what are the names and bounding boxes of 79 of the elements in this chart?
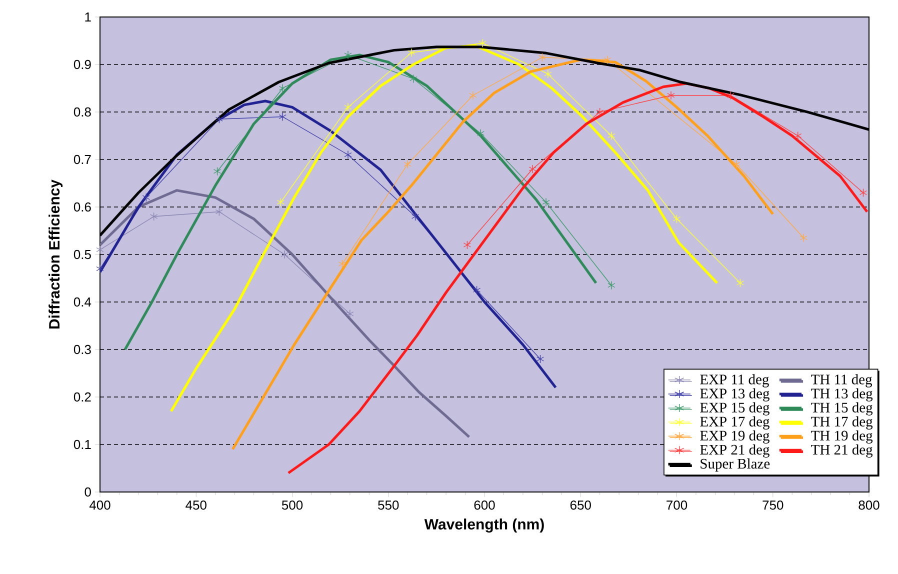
point <box>278 112 286 122</box>
point <box>280 250 288 259</box>
legend-label: TH 13 deg <box>811 388 873 402</box>
x-tick-label: 800 <box>858 500 880 510</box>
point <box>536 354 544 364</box>
y-tick-label: 0.8 <box>74 107 91 117</box>
point <box>473 286 481 294</box>
x-tick-label: 700 <box>666 500 688 510</box>
point <box>672 214 681 224</box>
point <box>463 240 472 250</box>
point <box>800 234 808 242</box>
y-tick-label: 0 <box>84 487 91 497</box>
point <box>604 55 612 64</box>
point <box>213 167 222 176</box>
point <box>215 207 224 216</box>
legend-label: EXP 15 deg <box>700 402 770 416</box>
legend-label: EXP 13 deg <box>700 388 770 402</box>
point <box>338 260 346 268</box>
point <box>150 212 158 221</box>
point <box>96 264 104 274</box>
x-tick-label: 650 <box>570 500 591 510</box>
point <box>469 91 477 100</box>
point <box>667 91 675 100</box>
point <box>476 129 484 138</box>
legend-label: EXP 21 deg <box>700 444 770 458</box>
point <box>538 53 546 62</box>
point <box>96 245 104 254</box>
point <box>411 212 420 221</box>
legend-label: TH 11 deg <box>811 374 872 388</box>
point <box>732 160 740 169</box>
point <box>404 160 412 169</box>
point <box>794 131 802 140</box>
legend-label: EXP 17 deg <box>700 416 770 430</box>
x-tick-label: 750 <box>762 500 784 510</box>
y-tick-label: 0.1 <box>74 440 91 450</box>
point <box>736 278 744 288</box>
point <box>608 281 616 290</box>
point <box>544 70 552 78</box>
point <box>726 91 734 100</box>
legend-label: EXP 11 deg <box>700 374 769 388</box>
point <box>410 74 418 84</box>
legend-label: TH 19 deg <box>811 430 873 444</box>
point <box>344 150 352 160</box>
x-tick-label: 500 <box>282 500 303 510</box>
point <box>215 114 224 124</box>
point <box>142 193 150 202</box>
y-tick-label: 0.3 <box>74 344 91 354</box>
y-tick-label: 0.5 <box>74 250 91 260</box>
x-tick-label: 400 <box>89 500 110 510</box>
y-tick-label: 1 <box>85 12 91 22</box>
point <box>859 188 868 198</box>
x-tick-label: 600 <box>474 500 495 510</box>
legend-label: TH 15 deg <box>811 402 873 416</box>
point <box>276 198 285 207</box>
point <box>344 50 352 60</box>
point <box>346 310 354 318</box>
y-tick-label: 0.7 <box>74 154 91 164</box>
y-tick-label: 0.9 <box>74 60 91 70</box>
line-series <box>100 189 470 438</box>
point <box>608 131 616 140</box>
point <box>344 102 352 112</box>
y-tick-label: 0.6 <box>74 202 91 212</box>
point <box>278 84 286 93</box>
x-axis-title: Wavelength (nm) <box>424 518 544 533</box>
line-series <box>124 54 598 351</box>
point <box>528 164 536 174</box>
y-tick-label: 0.4 <box>74 297 92 307</box>
legend-label: TH 21 deg <box>811 444 873 458</box>
point <box>478 38 486 48</box>
y-axis-title: Diffraction Efficiency <box>48 180 63 329</box>
point <box>408 48 416 57</box>
legend-label: EXP 19 deg <box>700 430 770 444</box>
x-tick-label: 450 <box>186 500 206 510</box>
x-tick-label: 550 <box>378 500 399 510</box>
point <box>542 198 550 207</box>
legend-label: TH 17 deg <box>811 416 873 430</box>
y-tick-label: 0.2 <box>74 392 91 402</box>
point <box>596 108 604 116</box>
legend-label: Super Blaze <box>700 458 770 472</box>
